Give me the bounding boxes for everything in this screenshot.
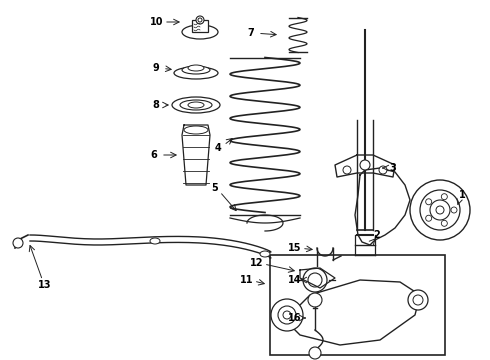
Polygon shape — [182, 125, 210, 185]
Circle shape — [413, 295, 423, 305]
Ellipse shape — [182, 66, 210, 74]
Circle shape — [430, 200, 450, 220]
Text: 11: 11 — [240, 275, 254, 285]
Text: 10: 10 — [150, 17, 164, 27]
Circle shape — [271, 299, 303, 331]
Text: 7: 7 — [247, 28, 254, 38]
Polygon shape — [285, 280, 420, 345]
Circle shape — [196, 16, 204, 24]
Circle shape — [379, 166, 387, 174]
Text: 2: 2 — [374, 230, 380, 240]
Ellipse shape — [184, 126, 208, 134]
Circle shape — [283, 311, 291, 319]
Ellipse shape — [188, 65, 204, 71]
Circle shape — [308, 273, 322, 287]
Polygon shape — [335, 155, 395, 177]
Polygon shape — [355, 168, 410, 245]
Circle shape — [198, 18, 202, 22]
Circle shape — [441, 194, 447, 200]
Text: 16: 16 — [288, 313, 302, 323]
Text: 1: 1 — [459, 190, 466, 200]
Ellipse shape — [260, 251, 270, 257]
Circle shape — [309, 347, 321, 359]
Ellipse shape — [174, 67, 218, 79]
Text: 8: 8 — [152, 100, 159, 110]
Circle shape — [441, 220, 447, 226]
Circle shape — [426, 199, 432, 205]
Text: 13: 13 — [38, 280, 52, 290]
Text: 6: 6 — [150, 150, 157, 160]
Circle shape — [408, 290, 428, 310]
Circle shape — [410, 180, 470, 240]
Text: 14: 14 — [288, 275, 302, 285]
Circle shape — [343, 166, 351, 174]
Circle shape — [436, 206, 444, 214]
Circle shape — [451, 207, 457, 213]
Circle shape — [420, 190, 460, 230]
Circle shape — [426, 215, 432, 221]
Text: 15: 15 — [288, 243, 302, 253]
Circle shape — [278, 306, 296, 324]
Polygon shape — [300, 268, 335, 288]
Text: 5: 5 — [212, 183, 219, 193]
Circle shape — [308, 293, 322, 307]
Ellipse shape — [150, 238, 160, 244]
Ellipse shape — [182, 25, 218, 39]
Circle shape — [13, 238, 23, 248]
Bar — [192, 20, 208, 32]
Circle shape — [303, 268, 327, 292]
Bar — [270, 255, 445, 355]
Text: 12: 12 — [250, 258, 264, 268]
Text: 4: 4 — [215, 143, 221, 153]
Ellipse shape — [180, 100, 212, 110]
Text: 9: 9 — [152, 63, 159, 73]
Circle shape — [360, 160, 370, 170]
Text: 3: 3 — [390, 163, 396, 173]
Ellipse shape — [188, 102, 204, 108]
Ellipse shape — [172, 97, 220, 113]
